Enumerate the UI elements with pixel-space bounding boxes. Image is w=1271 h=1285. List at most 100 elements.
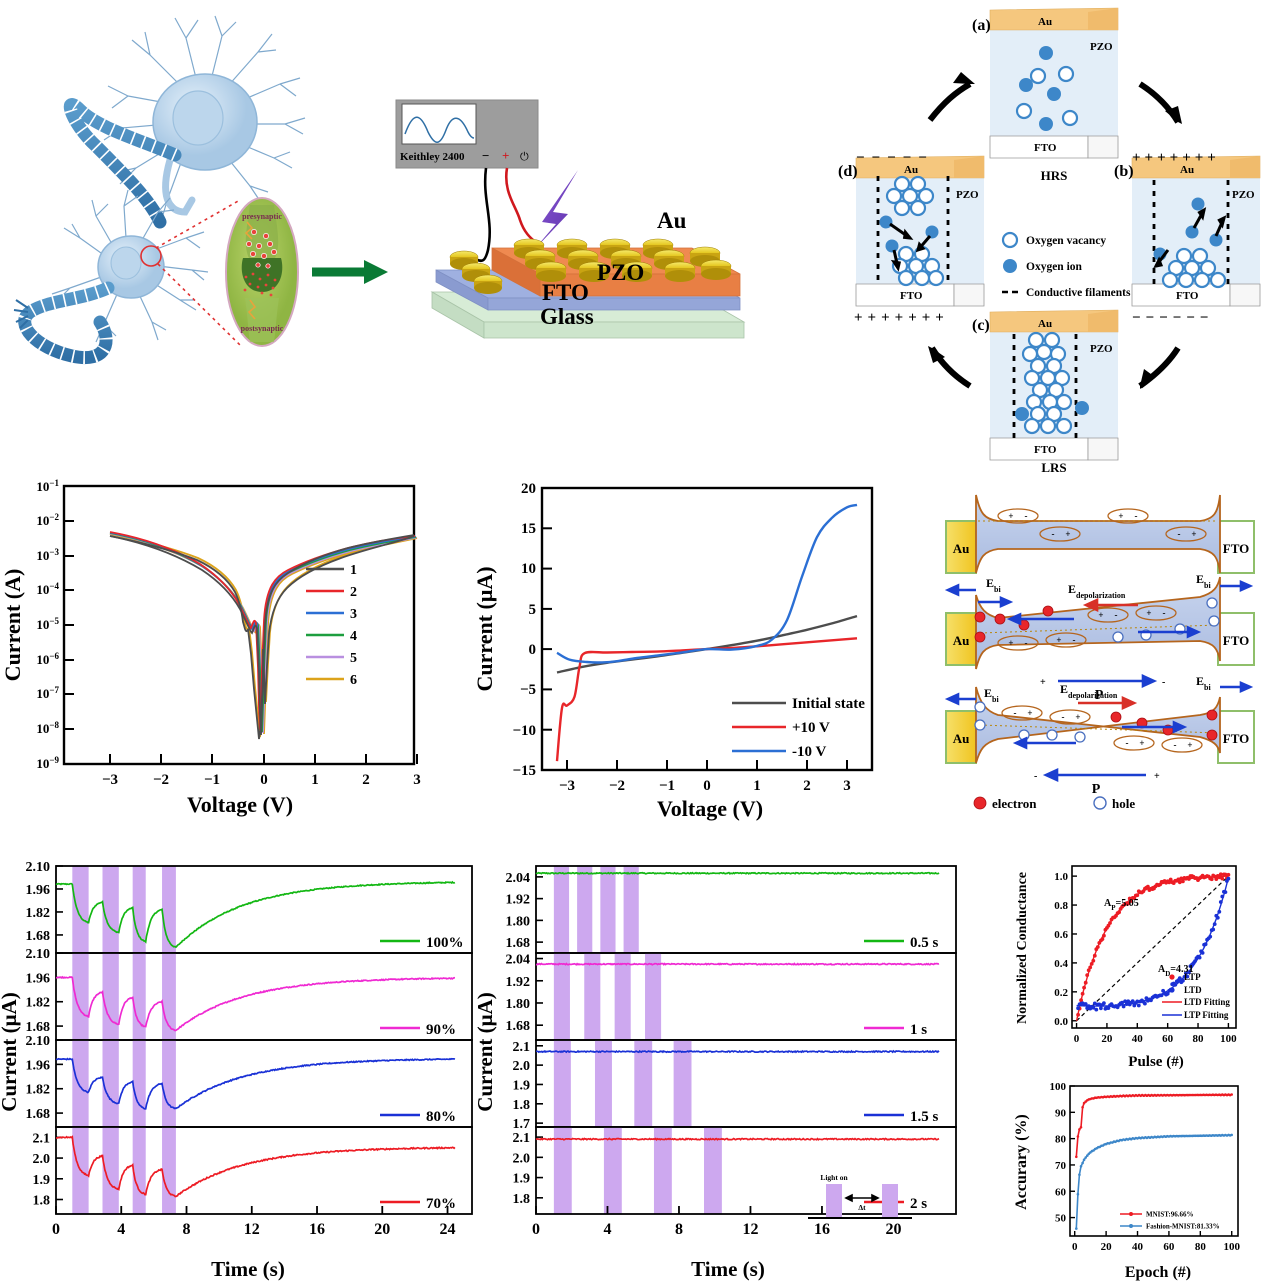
panel-b-label: (b) — [1114, 163, 1134, 180]
au-electrode-array — [513, 238, 732, 282]
svg-text:0: 0 — [529, 642, 537, 658]
svg-text:5: 5 — [529, 602, 537, 618]
light-pulse-window — [577, 866, 593, 953]
ppd-legend-label: 0.5 s — [910, 935, 939, 951]
light-pulse-window — [102, 1040, 119, 1127]
light-pulse-window — [553, 1040, 571, 1127]
neuron-lower — [51, 189, 209, 343]
x-tick-label: 0 — [532, 1221, 540, 1238]
svg-text:-: - — [1025, 638, 1028, 648]
svg-text:1: 1 — [311, 772, 319, 788]
svg-text:+: + — [1118, 511, 1123, 521]
cell-d-top-charges: −−−−− — [856, 150, 934, 166]
svg-text:−3: −3 — [102, 772, 118, 788]
iv-poling-ylabel: Current (μA) — [472, 566, 497, 691]
light-pulse-window — [623, 866, 639, 953]
x-tick-label: 80 — [1195, 1241, 1207, 1253]
svg-text:+: + — [1146, 608, 1151, 618]
hole-icon — [1093, 796, 1107, 810]
legend-oxygen-ion: Oxygen ion — [1026, 261, 1083, 273]
iv-poling-xlabel: Voltage (V) — [657, 796, 763, 821]
ppd-subplot-0.5s: 1.68 1.80 1.92 2.04 0.5 s — [506, 865, 957, 954]
x-tick-label: 0 — [1074, 1033, 1080, 1045]
oxygen-vacancy-icon — [1001, 231, 1019, 249]
iv-poling-yaxis: −15 −10 −5 0 5 10 15 20 — [512, 481, 552, 779]
svg-text:10−7: 10−7 — [36, 685, 59, 701]
ltp-ltd-annotations: AP=5.05 AD=4.31 — [1104, 898, 1194, 978]
iv-poling-legend: Initial state +10 V -10 V — [732, 696, 865, 760]
ltp-ltd-legend: LTP LTD LTD Fitting LTP Fitting — [1162, 972, 1230, 1020]
y-tick-label: 100 — [1050, 1081, 1067, 1093]
svg-text:10−6: 10−6 — [36, 651, 59, 667]
ppd-trace-90 — [55, 975, 456, 1032]
legend-conductive-filaments: Conductive filaments — [1026, 287, 1131, 299]
band-legend: electron hole — [973, 796, 1135, 811]
svg-text:+: + — [1008, 638, 1013, 648]
light-pulse-window — [600, 866, 616, 953]
light-pulse-window — [634, 1040, 653, 1127]
y-tick-label: 1.8 — [33, 1194, 51, 1209]
ppd-trace-2s — [535, 1137, 940, 1142]
y-tick-label: 2.04 — [506, 953, 531, 968]
y-tick-label: 1.92 — [506, 975, 531, 990]
x-tick-label: 40 — [1132, 1241, 1144, 1253]
light-pulse-window — [614, 953, 631, 1040]
svg-text:+: + — [1187, 740, 1192, 750]
axon-lower — [13, 281, 115, 364]
cycle-arrowheads — [928, 72, 1182, 389]
ppd-trace-1s — [535, 962, 940, 966]
x-tick-label: 20 — [374, 1221, 390, 1238]
depol-arrow-row2 — [1082, 597, 1138, 613]
svg-text:−1: −1 — [204, 772, 220, 788]
legend-ltd-marker — [1169, 987, 1175, 993]
svg-text:+: + — [1056, 635, 1061, 645]
svg-text:2: 2 — [362, 772, 370, 788]
y-tick-label: 0.0 — [1054, 1016, 1068, 1028]
legend-fashion-mnist: Fashion-MNIST:81.33% — [1146, 1223, 1220, 1231]
iv-poling-legend-minus10: -10 V — [792, 744, 826, 760]
svg-text:-: - — [1163, 608, 1166, 618]
y-tick-label: 1.68 — [26, 1107, 51, 1122]
svg-text:−5: −5 — [520, 682, 536, 698]
electron-icon — [973, 796, 987, 810]
ppd-subplot-frame — [535, 1126, 957, 1215]
accuracy-series-1 — [1075, 1133, 1233, 1230]
band-legend-hole: hole — [1112, 796, 1135, 811]
ppd-subplot-100: 1.68 1.82 1.96 2.10 100% — [26, 860, 473, 954]
light-pulse-window — [553, 953, 570, 1040]
ppd-xaxis: 0 4 8 12 16 20 24 — [52, 1206, 456, 1238]
light-pulse-window — [72, 1040, 89, 1127]
light-pulse-window — [584, 953, 601, 1040]
svg-text:-: - — [1052, 529, 1055, 539]
minus-sign-row2: - — [1162, 677, 1165, 688]
y-tick-label: 1.9 — [33, 1173, 51, 1188]
black-wire — [471, 167, 492, 263]
device-schematic: Keithley 2400 − + ⏻ — [392, 80, 812, 370]
y-tick-label: 1.92 — [506, 893, 531, 908]
svg-text:-: - — [1073, 635, 1076, 645]
depol-arrow-row3 — [1078, 695, 1138, 711]
y-tick-label: 1.68 — [506, 936, 531, 951]
postsynaptic-label: postsynaptic — [241, 324, 284, 333]
svg-text:−1: −1 — [659, 778, 675, 794]
x-tick-label: 80 — [1193, 1033, 1205, 1045]
mechanism-legend: Oxygen vacancy Oxygen ion Conductive fil… — [1001, 231, 1131, 299]
power-icon: ⏻ — [520, 151, 529, 163]
y-tick-label: 60 — [1055, 1186, 1067, 1198]
ltp-ltd-xlabel: Pulse (#) — [1128, 1054, 1183, 1070]
iv-cycles-legend-1: 1 — [350, 563, 357, 578]
x-tick-label: 4 — [117, 1221, 125, 1238]
band-diagram: Au FTO + - + - - + - + Au FTO + - + - + - — [928, 485, 1271, 820]
legend-mnist: MNIST:96.66% — [1146, 1211, 1194, 1219]
x-tick-label: 0 — [1072, 1241, 1078, 1253]
light-pulse-window — [132, 1040, 146, 1127]
light-pulse-window — [132, 1127, 146, 1214]
ltp-ltd-chart: Pulse (#) Normalized Conductance 0 20 40 60… — [1012, 852, 1271, 1074]
fto-label: FTO — [542, 280, 589, 305]
svg-text:+: + — [1139, 738, 1144, 748]
legend-ltp: LTP — [1184, 972, 1201, 982]
svg-text:10−4: 10−4 — [36, 581, 59, 597]
ebi-label-left-3: Ebi — [984, 686, 999, 704]
iv-cycles-legend-5: 5 — [350, 651, 357, 666]
pzo-label: PZO — [597, 260, 644, 285]
